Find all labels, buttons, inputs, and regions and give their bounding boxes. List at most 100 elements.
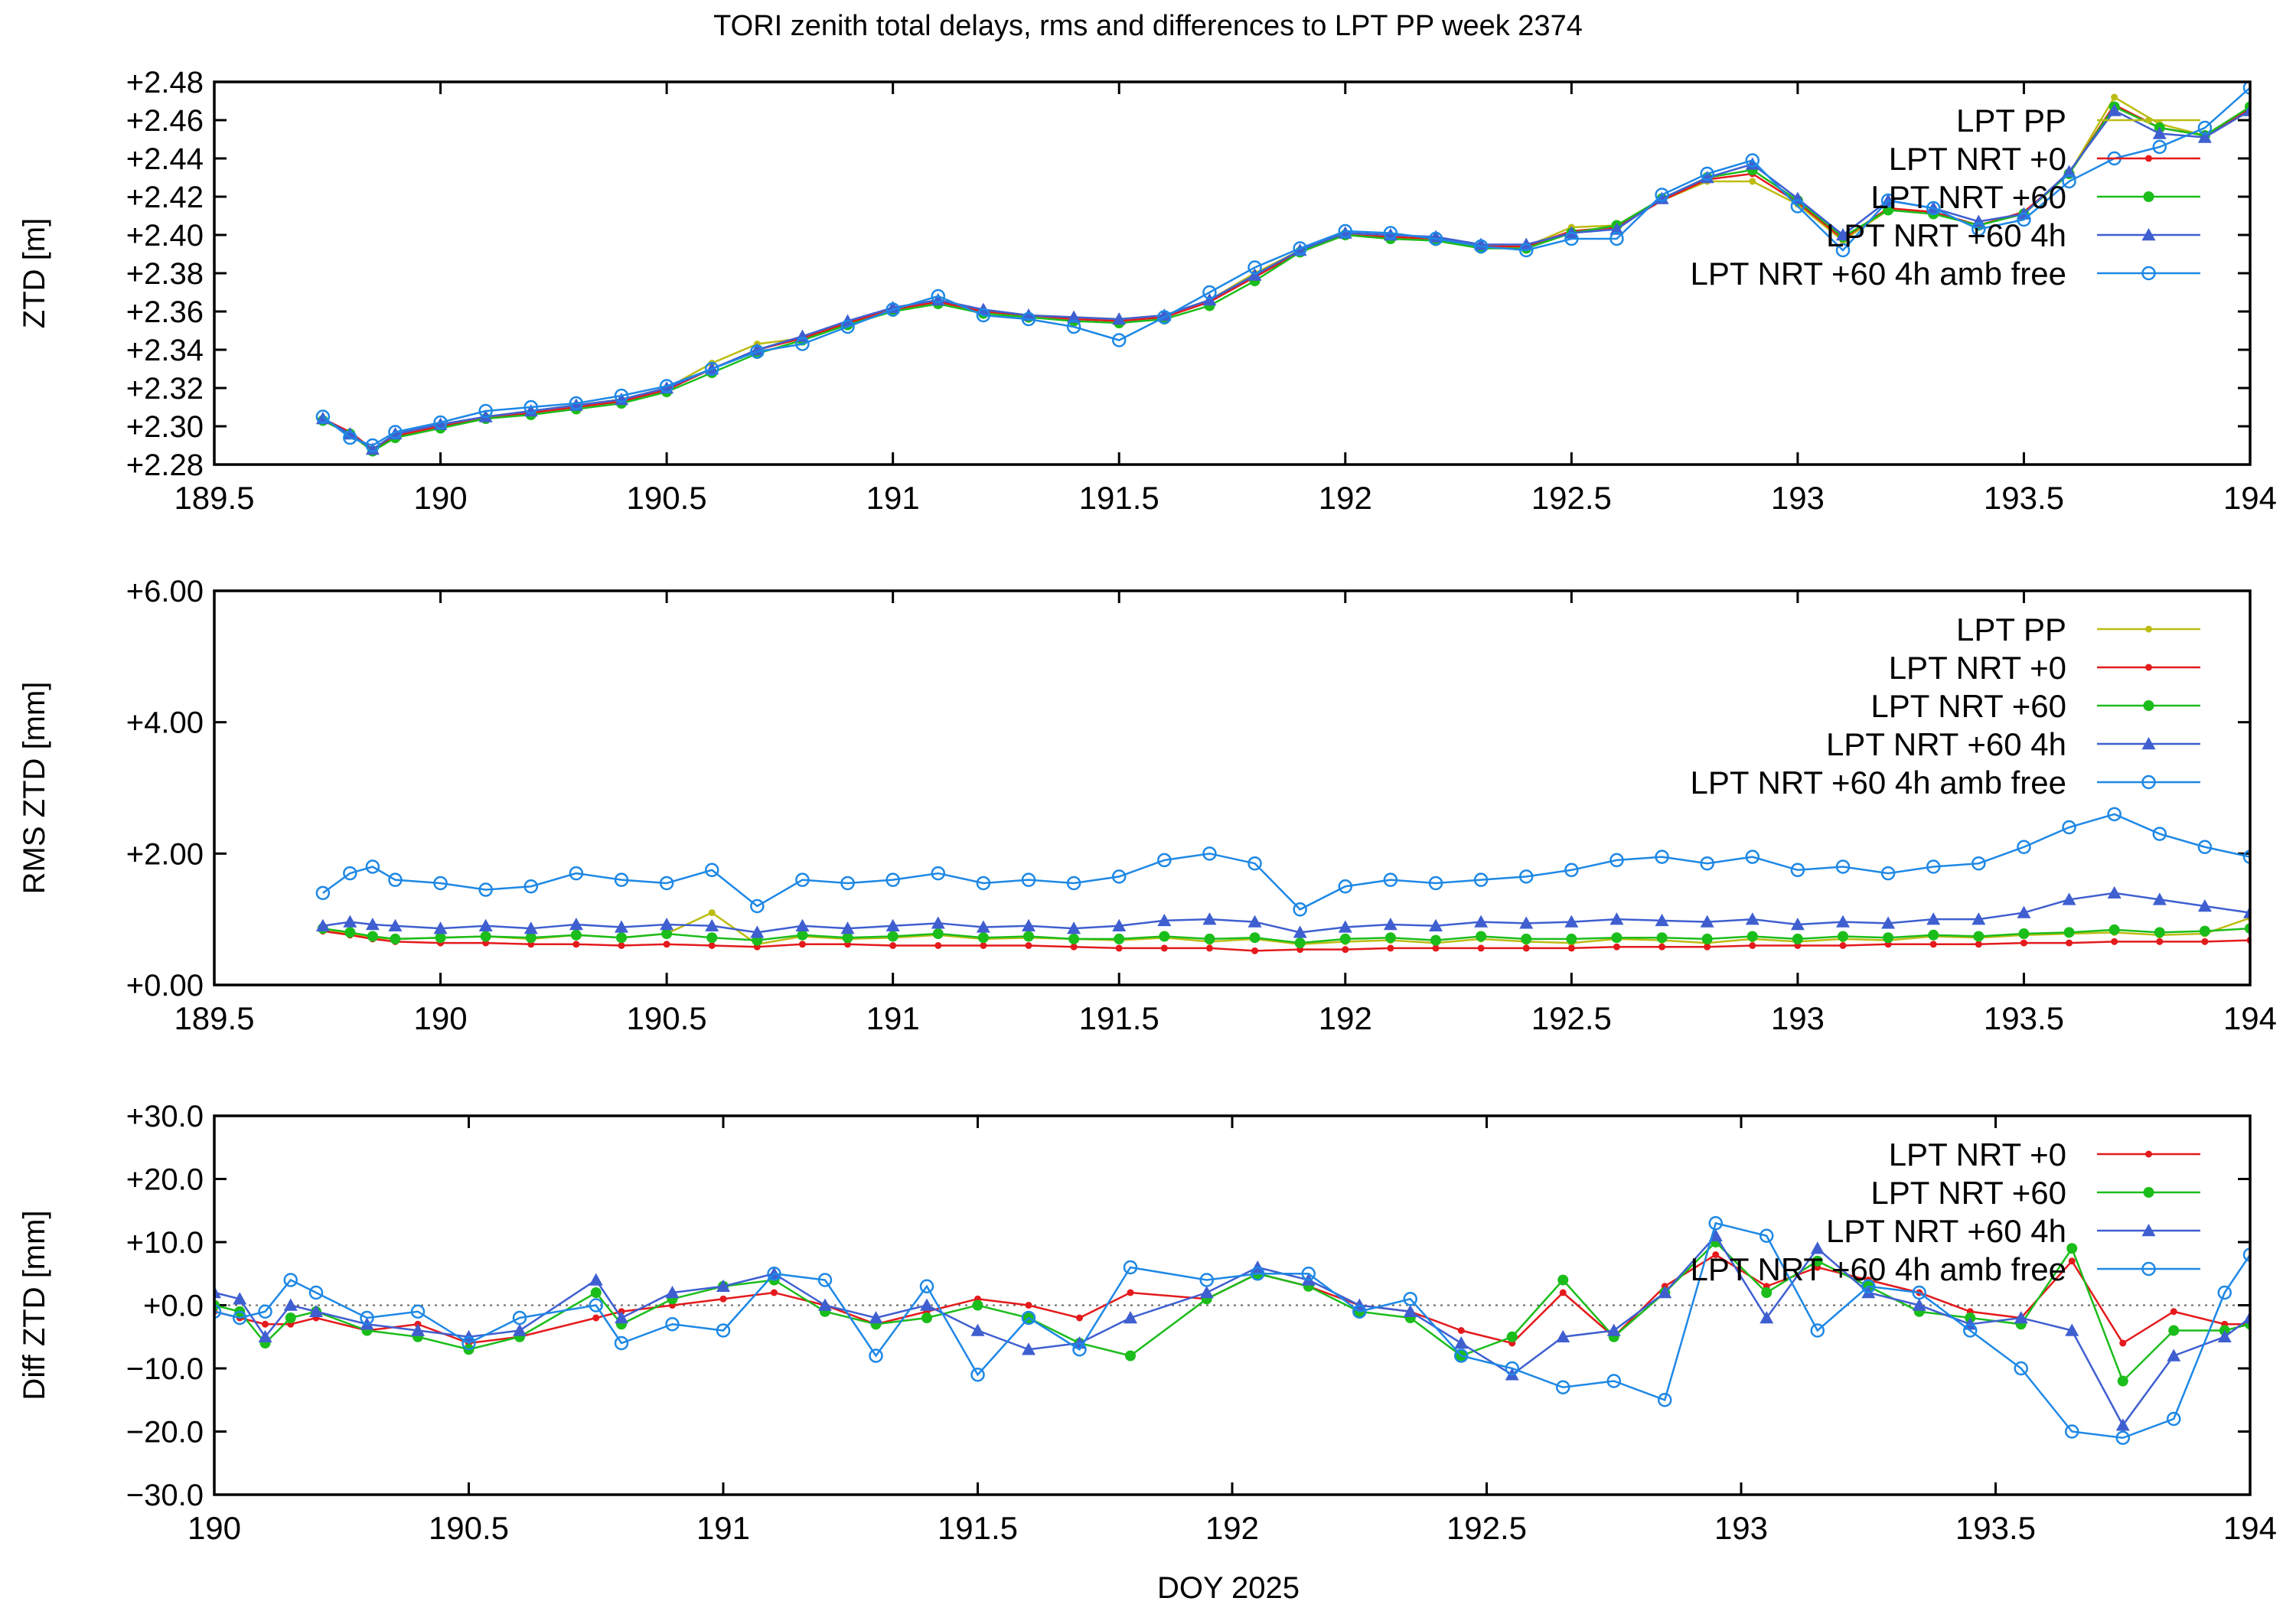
y-tick-label: +2.36 xyxy=(126,295,204,329)
data-point xyxy=(1975,941,1982,948)
data-point xyxy=(1338,879,1353,894)
y-tick-label: +30.0 xyxy=(126,1100,204,1133)
x-tick-label: 193 xyxy=(1771,480,1825,516)
x-tick-label: 191.5 xyxy=(1079,1000,1159,1036)
data-point xyxy=(2107,103,2122,116)
data-point xyxy=(659,876,674,891)
data-point xyxy=(2018,928,2030,940)
data-point xyxy=(921,1313,932,1323)
data-point xyxy=(2197,120,2213,135)
data-point xyxy=(614,1335,629,1351)
y-tick-label: +20.0 xyxy=(126,1163,204,1197)
data-point xyxy=(798,941,806,948)
data-point xyxy=(1247,260,1262,275)
data-point xyxy=(970,1368,985,1382)
data-point xyxy=(2017,905,2031,918)
data-point xyxy=(258,1304,272,1319)
data-point xyxy=(1157,913,1172,927)
data-point xyxy=(360,1310,374,1326)
data-point xyxy=(1656,932,1668,944)
data-point xyxy=(1112,312,1127,325)
data-point xyxy=(1403,1292,1417,1306)
data-point xyxy=(885,918,900,931)
data-point xyxy=(2167,1348,2181,1362)
data-point xyxy=(1880,193,1896,208)
data-point xyxy=(2143,1187,2154,1198)
data-point xyxy=(285,1313,296,1323)
x-tick-label: 191 xyxy=(696,1510,750,1546)
data-point xyxy=(433,876,448,891)
data-point xyxy=(1609,912,1624,925)
data-point xyxy=(771,1289,778,1296)
data-point xyxy=(1403,1304,1417,1317)
data-point xyxy=(2143,700,2154,711)
data-point xyxy=(1387,944,1394,952)
series-group xyxy=(315,82,2250,457)
plot-frame xyxy=(213,1114,2252,1496)
data-point xyxy=(1474,915,1489,928)
data-point xyxy=(2154,927,2165,938)
data-point xyxy=(590,1287,602,1298)
data-point xyxy=(2243,103,2250,116)
data-point xyxy=(343,866,357,881)
y-tick-label: +6.00 xyxy=(126,575,204,608)
data-point xyxy=(2152,126,2167,139)
data-point xyxy=(2217,1329,2232,1342)
series-line xyxy=(322,813,2250,911)
x-tick-label: 190 xyxy=(414,1000,468,1036)
data-point xyxy=(1293,902,1307,917)
data-point xyxy=(719,1295,727,1303)
data-point xyxy=(1609,853,1624,868)
data-point xyxy=(1839,942,1847,949)
data-point xyxy=(1205,944,1213,952)
y-tick-label: +2.42 xyxy=(126,181,204,214)
data-point xyxy=(343,427,357,440)
data-point xyxy=(750,898,765,914)
data-point xyxy=(1247,915,1262,928)
data-point xyxy=(1022,918,1035,931)
data-point xyxy=(309,1304,323,1317)
data-point xyxy=(1125,1350,1136,1362)
data-point xyxy=(2065,1424,2079,1439)
data-point xyxy=(315,409,331,424)
data-point xyxy=(1199,1286,1214,1299)
data-point xyxy=(1745,912,1760,925)
y-tick-label: +0.00 xyxy=(126,969,204,1003)
data-point xyxy=(1473,872,1489,887)
data-point xyxy=(1123,1260,1138,1275)
data-point xyxy=(478,403,493,419)
data-point xyxy=(1111,333,1127,347)
plot-frame xyxy=(213,589,2252,986)
data-point xyxy=(659,379,674,393)
data-point xyxy=(1202,285,1217,300)
data-point xyxy=(365,859,380,874)
data-point xyxy=(2141,266,2156,281)
x-tick-label: 189.5 xyxy=(174,1000,254,1036)
data-point xyxy=(344,927,356,938)
data-point xyxy=(258,1329,272,1342)
data-point xyxy=(1521,933,1532,944)
series-group xyxy=(214,1216,2250,1445)
data-point xyxy=(569,918,583,931)
data-point xyxy=(980,942,987,949)
legend-label: LPT NRT +60 4h xyxy=(1826,1213,2066,1249)
y-tick-label: +2.46 xyxy=(126,104,204,138)
data-point xyxy=(1068,933,1080,944)
data-point xyxy=(592,1314,600,1322)
data-point xyxy=(708,942,716,949)
data-point xyxy=(842,932,853,944)
data-point xyxy=(513,1323,527,1336)
data-point xyxy=(433,415,448,430)
data-point xyxy=(889,942,897,949)
data-point xyxy=(818,1298,832,1311)
data-point xyxy=(2141,1261,2156,1277)
data-point xyxy=(2108,924,2120,935)
data-point xyxy=(716,1323,731,1338)
data-point xyxy=(1454,1348,1469,1363)
y-tick-label: +2.34 xyxy=(126,334,204,367)
data-point xyxy=(343,430,357,445)
data-point xyxy=(704,361,719,377)
data-point xyxy=(1505,1361,1519,1376)
data-point xyxy=(976,920,990,933)
